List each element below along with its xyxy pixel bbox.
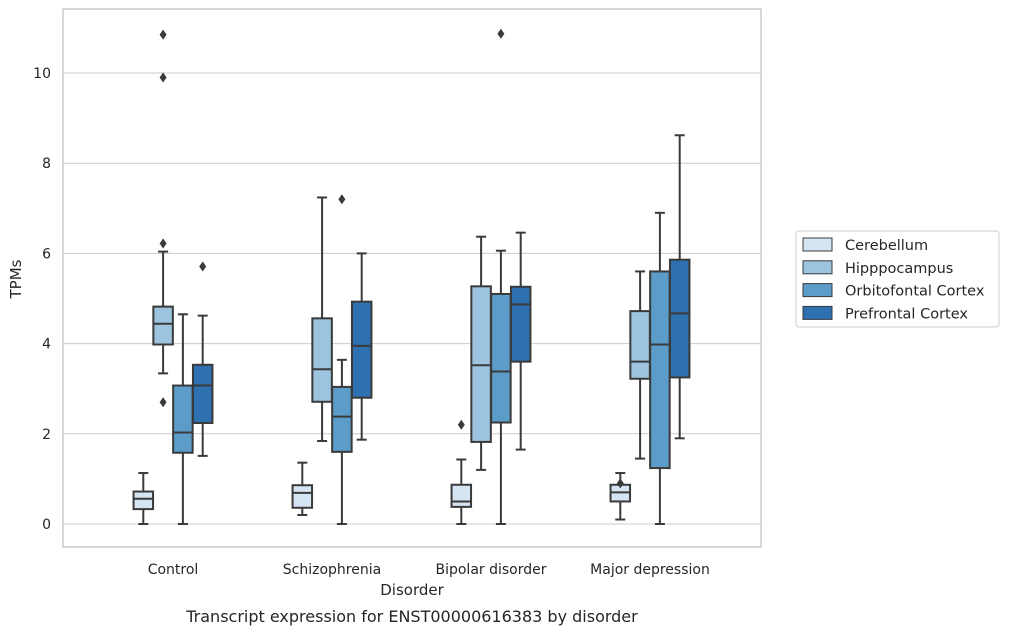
box-orbitofontal-cortex	[649, 211, 671, 525]
legend-swatch	[802, 305, 833, 320]
box-iqr	[450, 483, 473, 508]
x-axis-label: Disorder	[380, 581, 444, 599]
box-prefrontal-cortex	[191, 261, 214, 457]
box-series	[132, 28, 691, 525]
outlier-point	[616, 478, 624, 489]
box-hipppocampus	[311, 196, 333, 443]
y-tick-label: 2	[42, 427, 51, 443]
legend-label: Orbitofontal Cortex	[845, 284, 985, 300]
legend: Cerebellum Hipppocampus Orbitofontal Corte…	[795, 230, 1000, 328]
outlier-point	[199, 261, 207, 272]
box-cerebellum	[450, 419, 473, 525]
box-cerebellum	[291, 461, 314, 516]
box-orbitofontal-cortex	[172, 313, 194, 525]
box-hipppocampus	[470, 235, 492, 471]
y-tick-labels: 0 2 4 6 8 10	[33, 66, 51, 533]
box-iqr	[490, 292, 512, 424]
y-axis-label: TPMs	[7, 259, 25, 299]
box-iqr	[649, 270, 671, 470]
box-prefrontal-cortex	[668, 134, 691, 440]
box-iqr	[470, 285, 492, 443]
box-iqr	[629, 310, 651, 380]
box-hipppocampus	[152, 29, 174, 408]
x-tick-label: Control	[148, 562, 199, 578]
box-iqr	[311, 317, 333, 403]
box-orbitofontal-cortex	[490, 28, 512, 525]
y-tick-label: 4	[42, 337, 51, 353]
box-iqr	[350, 300, 373, 399]
box-iqr	[509, 285, 532, 363]
legend-label: Cerebellum	[845, 238, 928, 254]
box-iqr	[132, 490, 155, 511]
outlier-point	[497, 28, 505, 39]
box-iqr	[191, 363, 214, 424]
box-prefrontal-cortex	[509, 231, 532, 451]
legend-frame	[795, 230, 1000, 328]
x-tick-labels: Control Schizophrenia Bipolar disorder Majo…	[148, 562, 710, 578]
box-cerebellum	[132, 472, 155, 525]
box-iqr	[291, 484, 314, 509]
outlier-point	[159, 29, 167, 40]
box-iqr	[331, 385, 353, 453]
outlier-point	[338, 194, 346, 205]
plot-frame	[62, 8, 762, 548]
outlier-point	[159, 72, 167, 83]
legend-label: Prefrontal Cortex	[845, 306, 968, 322]
box-prefrontal-cortex	[350, 252, 373, 441]
box-iqr	[152, 305, 174, 346]
figure-caption: Transcript expression for ENST0000061638…	[185, 607, 638, 626]
outlier-point	[457, 419, 465, 430]
box-orbitofontal-cortex	[331, 194, 353, 525]
legend-swatch	[802, 260, 833, 275]
y-tick-label: 10	[33, 66, 51, 82]
y-tick-label: 6	[42, 246, 51, 262]
legend-swatch	[802, 283, 833, 298]
box-iqr	[668, 258, 691, 379]
box-hipppocampus	[629, 270, 651, 460]
y-tick-label: 0	[42, 517, 51, 533]
x-tick-label: Major depression	[590, 562, 710, 578]
x-tick-label: Schizophrenia	[283, 562, 381, 578]
legend-swatch	[802, 237, 833, 252]
x-tick-label: Bipolar disorder	[435, 562, 546, 578]
outlier-point	[159, 238, 167, 249]
box-cerebellum	[609, 472, 632, 521]
outlier-point	[159, 397, 167, 408]
legend-label: Hipppocampus	[845, 261, 953, 277]
box-iqr	[172, 384, 194, 454]
y-tick-label: 8	[42, 156, 51, 172]
